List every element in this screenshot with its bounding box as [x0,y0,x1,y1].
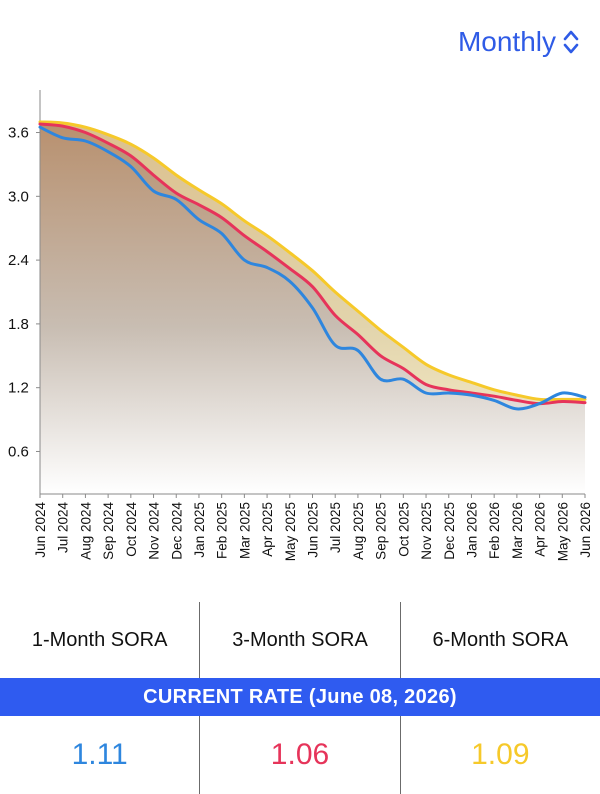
x-tick-label: Oct 2025 [396,502,411,557]
x-tick-label: Apr 2026 [533,502,548,557]
x-tick-label: Mar 2025 [237,502,252,559]
y-tick-label: 2.4 [8,252,29,269]
x-tick-label: Dec 2024 [169,502,184,560]
x-tick-label: Mar 2026 [510,502,525,559]
x-tick-label: Feb 2025 [215,502,230,559]
period-selector[interactable]: Monthly [458,22,580,62]
x-tick-label: Aug 2025 [351,502,366,560]
x-tick-label: Jan 2026 [465,502,480,558]
rates-value-row: 1.11 1.06 1.09 [0,716,600,794]
x-tick-label: Apr 2025 [260,502,275,557]
header-3-month-sora: 3-Month SORA [199,602,399,678]
x-tick-label: Jun 2024 [33,502,48,558]
value-6-month-sora: 1.09 [399,716,600,794]
y-tick-label: 0.6 [8,443,29,460]
chevron-up-down-icon [563,30,579,54]
series-line-one-month [38,125,587,411]
chart-svg: 0.6 1.2 1.8 2.4 3.0 3.6 Jun 2024 Jul 2024 Aug 20… [8,90,593,561]
x-tick-label: Jan 2025 [192,502,207,558]
y-tick-label: 3.0 [8,188,29,205]
x-tick-label: Dec 2025 [442,502,457,560]
x-tick-label: Nov 2024 [147,502,162,560]
y-tick-label: 3.6 [8,125,29,142]
x-tick-label: Jul 2024 [56,502,71,554]
x-tick-label: Jun 2025 [306,502,321,558]
sora-line-chart: 0.6 1.2 1.8 2.4 3.0 3.6 Jun 2024 Jul 2024 Aug 20… [0,90,600,590]
x-tick-label: Sep 2025 [374,502,389,560]
series-line-three-month [38,122,587,406]
rates-header-row: 1-Month SORA 3-Month SORA 6-Month SORA [0,602,600,678]
period-selector-label: Monthly [457,26,556,57]
current-rates-table: 1-Month SORA 3-Month SORA 6-Month SORA C… [0,602,600,794]
y-tick-label: 1.2 [8,380,29,397]
current-rate-banner: CURRENT RATE (June 08, 2026) [0,678,600,716]
header-6-month-sora: 6-Month SORA [399,602,600,678]
value-1-month-sora: 1.11 [71,738,128,771]
x-tick-label: May 2025 [283,502,298,561]
x-tick-label: Jul 2025 [328,502,343,553]
x-tick-label: Jun 2026 [578,502,593,558]
x-tick-label: May 2026 [555,502,570,561]
x-tick-label: Nov 2025 [419,502,434,560]
x-tick-label: Feb 2026 [487,502,502,559]
x-tick-label: Sep 2024 [101,502,116,560]
x-tick-label: Aug 2024 [78,502,93,560]
value-3-month-sora: 1.06 [199,716,399,794]
series-line-six-month [38,120,587,402]
header-1-month-sora: 1-Month SORA [31,628,168,651]
x-tick-label: Oct 2024 [124,502,139,557]
y-tick-label: 1.8 [8,316,29,333]
